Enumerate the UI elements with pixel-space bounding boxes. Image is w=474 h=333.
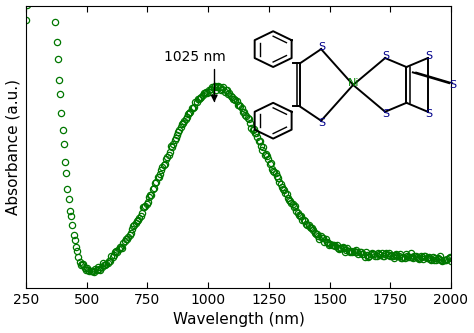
Text: S: S [383, 51, 390, 61]
Text: S: S [319, 118, 326, 128]
X-axis label: Wavelength (nm): Wavelength (nm) [173, 312, 304, 327]
Text: S: S [425, 51, 432, 61]
Y-axis label: Absorbance (a.u.): Absorbance (a.u.) [6, 79, 20, 215]
Text: S: S [383, 109, 390, 119]
Text: S: S [449, 80, 456, 90]
Text: S: S [319, 42, 326, 52]
Text: Ni: Ni [347, 78, 359, 88]
Text: 1025 nm: 1025 nm [164, 50, 226, 101]
Text: S: S [425, 109, 432, 119]
